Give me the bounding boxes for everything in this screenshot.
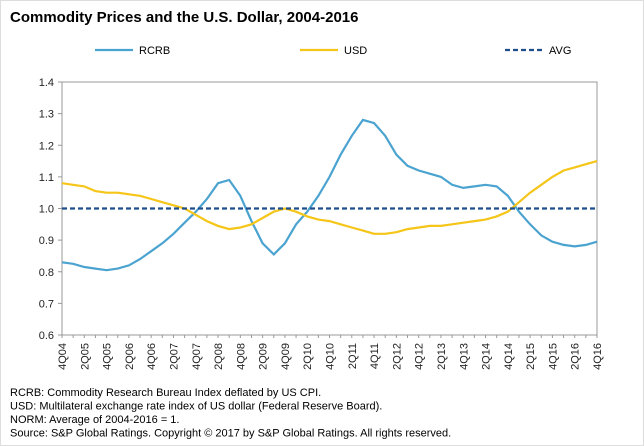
chart-title: Commodity Prices and the U.S. Dollar, 20… bbox=[10, 9, 358, 26]
x-tick-label: 4Q13 bbox=[458, 343, 470, 370]
x-tick-label: 2Q09 bbox=[258, 343, 270, 370]
footnote: USD: Multilateral exchange rate index of… bbox=[10, 401, 382, 413]
x-tick-label: 2Q05 bbox=[79, 343, 91, 370]
x-tick-label: 2Q10 bbox=[302, 343, 314, 370]
x-tick-label: 4Q10 bbox=[325, 343, 337, 370]
x-tick-label: 2Q13 bbox=[436, 343, 448, 370]
y-tick-label: 0.6 bbox=[39, 330, 54, 342]
footnote: RCRB: Commodity Research Bureau Index de… bbox=[10, 387, 321, 399]
x-tick-label: 4Q09 bbox=[280, 343, 292, 370]
y-tick-label: 1.4 bbox=[39, 77, 54, 89]
x-tick-label: 4Q11 bbox=[369, 343, 381, 369]
footnote: NORM: Average of 2004-2016 = 1. bbox=[10, 414, 180, 426]
x-tick-label: 2Q06 bbox=[124, 343, 136, 370]
y-tick-label: 0.8 bbox=[39, 267, 54, 279]
x-tick-label: 2Q08 bbox=[213, 343, 225, 370]
legend-label: AVG bbox=[549, 45, 571, 57]
y-tick-label: 1.1 bbox=[39, 172, 54, 184]
y-tick-label: 0.9 bbox=[39, 235, 54, 247]
x-tick-label: 2Q11 bbox=[347, 343, 359, 369]
x-tick-label: 2Q14 bbox=[481, 343, 493, 370]
legend-label: USD bbox=[344, 45, 367, 57]
x-tick-label: 4Q07 bbox=[191, 343, 203, 370]
y-tick-label: 1.0 bbox=[39, 204, 54, 216]
y-tick-label: 1.3 bbox=[39, 109, 54, 121]
x-tick-label: 4Q08 bbox=[235, 343, 247, 370]
x-tick-label: 4Q16 bbox=[592, 343, 604, 370]
x-tick-label: 4Q04 bbox=[57, 343, 69, 370]
x-tick-label: 2Q07 bbox=[168, 343, 180, 370]
series-line bbox=[61, 118, 598, 272]
x-tick-label: 2Q15 bbox=[525, 343, 537, 370]
y-tick-label: 0.7 bbox=[39, 298, 54, 310]
x-tick-label: 4Q12 bbox=[414, 343, 426, 370]
x-tick-label: 2Q16 bbox=[570, 343, 582, 370]
x-tick-label: 4Q14 bbox=[503, 343, 515, 370]
x-tick-label: 2Q12 bbox=[391, 343, 403, 370]
footnote: Source: S&P Global Ratings. Copyright © … bbox=[10, 428, 451, 440]
x-tick-label: 4Q15 bbox=[547, 343, 559, 370]
series-line bbox=[61, 160, 598, 235]
y-tick-label: 1.2 bbox=[39, 140, 54, 152]
x-tick-label: 4Q06 bbox=[146, 343, 158, 370]
legend-label: RCRB bbox=[139, 45, 170, 57]
x-tick-label: 4Q05 bbox=[102, 343, 114, 370]
